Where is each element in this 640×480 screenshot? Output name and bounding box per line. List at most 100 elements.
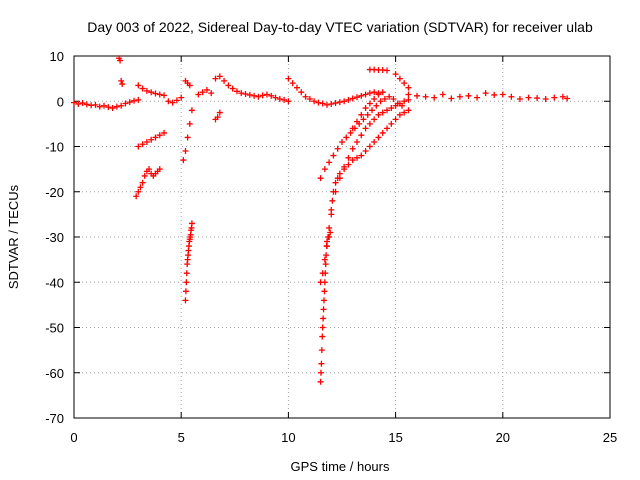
data-point [396, 75, 403, 82]
data-point [326, 234, 333, 240]
data-point [178, 94, 185, 101]
data-point [373, 102, 380, 109]
data-point [83, 101, 90, 108]
data-point [414, 92, 421, 99]
data-point [516, 95, 523, 102]
data-point [188, 220, 195, 227]
data-point [551, 94, 558, 101]
data-point [323, 252, 330, 259]
data-point [146, 166, 153, 173]
y-tick-label: -10 [45, 140, 64, 155]
data-point [315, 99, 322, 106]
data-point [141, 172, 148, 179]
series-arc-3h-mid [135, 129, 168, 150]
data-point [233, 88, 240, 95]
data-point [186, 82, 193, 89]
x-tick-label: 25 [603, 430, 617, 445]
series-arc-3h-lower [133, 166, 163, 200]
series-steep-5h [182, 220, 195, 304]
x-axis-label: GPS time / hours [291, 459, 390, 474]
data-point [276, 95, 283, 102]
series-deep-dive-11.5h [317, 107, 412, 385]
grid [74, 56, 610, 418]
data-point [326, 224, 333, 231]
data-point [456, 93, 463, 100]
data-point [362, 105, 369, 112]
data-point [133, 193, 140, 200]
data-point [349, 157, 356, 164]
data-point [173, 97, 180, 104]
series-arc-5h [180, 107, 195, 164]
data-point [345, 161, 352, 168]
data-point [183, 270, 190, 277]
data-point [96, 103, 103, 110]
data-point [347, 129, 354, 136]
data-point [135, 96, 142, 103]
data-point [317, 175, 324, 182]
data-point [148, 89, 155, 96]
data-point [268, 92, 275, 99]
data-point [336, 175, 343, 182]
data-point [375, 91, 382, 98]
data-point [465, 92, 472, 99]
data-point [439, 91, 446, 98]
data-point [343, 134, 350, 141]
data-point [216, 73, 223, 80]
x-tick-label: 0 [70, 430, 77, 445]
data-point [79, 100, 86, 107]
data-point [311, 98, 318, 105]
data-point [358, 132, 365, 139]
data-point [126, 99, 133, 106]
series-baseline-early [71, 96, 142, 112]
data-point [405, 91, 412, 98]
data-point [401, 80, 408, 87]
data-point [377, 98, 384, 105]
data-point [156, 91, 163, 98]
data-point [321, 256, 328, 263]
data-point [332, 179, 339, 186]
data-point [214, 114, 221, 121]
data-point [534, 95, 541, 102]
y-tick-label: -70 [45, 411, 64, 426]
axis-ticks: 0 5 10 15 20 25 10 0 -10 -20 -30 -40 -50 -60 -70 [45, 49, 617, 445]
y-tick-label: 10 [50, 49, 64, 64]
data-point [306, 95, 313, 102]
data-point [71, 99, 77, 106]
data-point [317, 279, 324, 286]
series-curve-13h-c [349, 89, 386, 132]
data-point [405, 96, 412, 103]
data-point [180, 157, 187, 164]
data-point [508, 93, 515, 100]
data-point [328, 206, 335, 213]
data-point [379, 89, 386, 96]
data-point [281, 96, 288, 103]
y-tick-label: -50 [45, 321, 64, 336]
data-point [328, 100, 335, 107]
data-point [169, 99, 176, 106]
data-point [165, 98, 172, 105]
data-point [323, 101, 330, 108]
data-point [354, 94, 361, 101]
data-point [285, 98, 292, 105]
x-tick-label: 20 [496, 430, 510, 445]
data-point [272, 94, 279, 101]
data-point [182, 288, 189, 295]
data-point [117, 57, 124, 64]
data-point [318, 360, 325, 367]
data-point [221, 77, 228, 84]
data-point [139, 179, 146, 186]
data-point [101, 102, 108, 109]
data-point [182, 297, 189, 304]
data-point [366, 143, 373, 150]
data-point [298, 89, 305, 96]
data-point [474, 94, 481, 101]
data-point [105, 104, 112, 111]
y-tick-label: -30 [45, 230, 64, 245]
data-point [319, 324, 326, 331]
data-point [212, 75, 219, 82]
data-point [251, 92, 258, 99]
data-point [289, 80, 296, 87]
data-point [135, 82, 142, 89]
data-point [225, 82, 232, 89]
